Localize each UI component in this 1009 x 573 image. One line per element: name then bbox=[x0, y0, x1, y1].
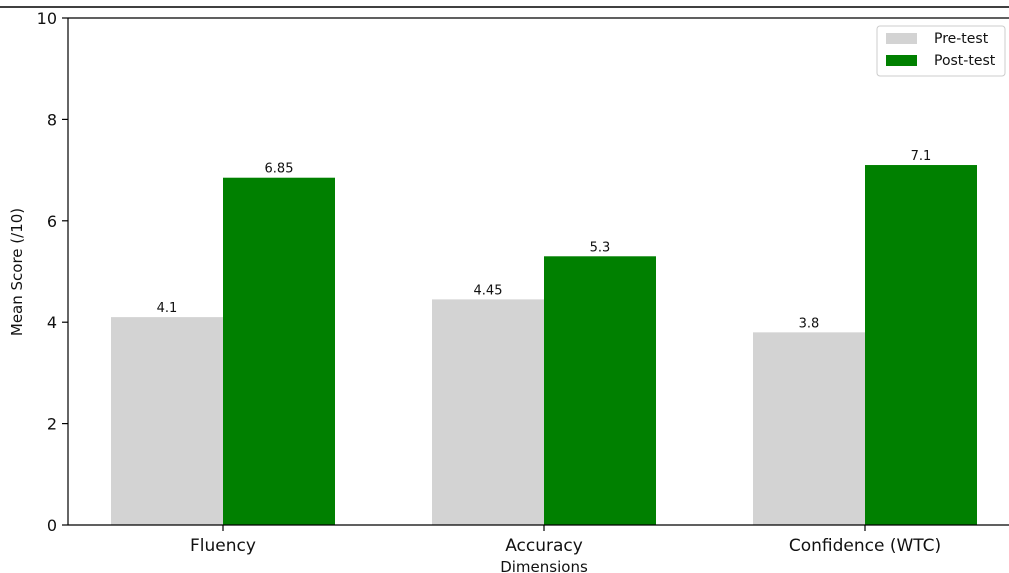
data-label: 7.1 bbox=[911, 149, 932, 164]
x-ticks-layer: Fluency Accuracy Confidence (WTC) bbox=[190, 525, 941, 556]
y-tick-label: 6 bbox=[47, 212, 57, 231]
y-axis-title: Mean Score (/10) bbox=[8, 208, 26, 336]
bar-post-test-fluency bbox=[223, 177, 335, 525]
x-category-label: Accuracy bbox=[505, 536, 583, 556]
y-tick-label: 10 bbox=[37, 9, 57, 28]
y-ticks-layer: 0 2 4 6 8 10 bbox=[37, 9, 68, 535]
y-tick-label: 8 bbox=[47, 110, 57, 129]
bar-pre-test-fluency bbox=[111, 317, 223, 525]
legend-swatch-post-test bbox=[886, 55, 917, 66]
x-category-label: Confidence (WTC) bbox=[789, 536, 941, 556]
bar-pre-test-confidence-wtc bbox=[753, 332, 865, 525]
bars-layer bbox=[111, 165, 977, 525]
x-axis-title: Dimensions bbox=[500, 558, 588, 573]
bar-pre-test-accuracy bbox=[432, 299, 544, 525]
legend-swatch-pre-test bbox=[886, 33, 917, 44]
bar-post-test-accuracy bbox=[544, 256, 656, 525]
y-tick-label: 4 bbox=[47, 313, 57, 332]
data-label: 6.85 bbox=[265, 162, 294, 177]
y-tick-label: 0 bbox=[47, 516, 57, 535]
legend-label-post-test: Post-test bbox=[934, 53, 996, 69]
data-label: 5.3 bbox=[590, 240, 611, 255]
legend: Pre-test Post-test bbox=[876, 25, 1006, 77]
x-category-label: Fluency bbox=[190, 536, 256, 556]
y-tick-label: 2 bbox=[47, 415, 57, 434]
data-label: 4.45 bbox=[474, 283, 503, 298]
legend-label-pre-test: Pre-test bbox=[934, 31, 989, 47]
data-label: 4.1 bbox=[157, 301, 178, 316]
data-labels-layer: 4.1 4.45 3.8 6.85 5.3 7.1 bbox=[157, 149, 932, 331]
bar-post-test-confidence-wtc bbox=[865, 165, 977, 525]
data-label: 3.8 bbox=[799, 316, 820, 331]
